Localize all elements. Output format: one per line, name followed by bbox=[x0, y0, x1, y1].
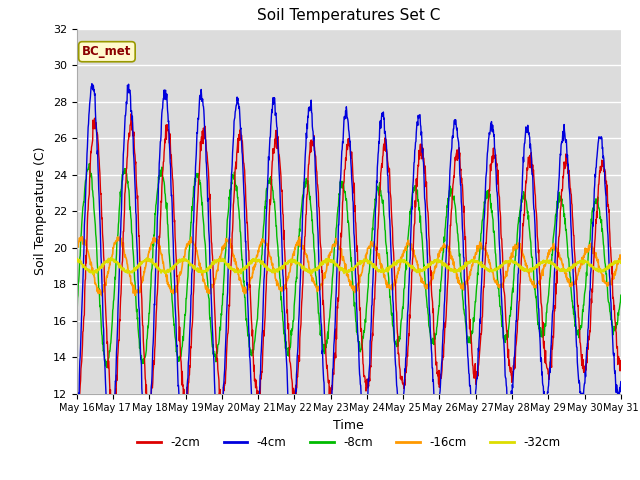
Legend: -2cm, -4cm, -8cm, -16cm, -32cm: -2cm, -4cm, -8cm, -16cm, -32cm bbox=[132, 431, 565, 454]
Text: BC_met: BC_met bbox=[82, 45, 132, 58]
X-axis label: Time: Time bbox=[333, 419, 364, 432]
Y-axis label: Soil Temperature (C): Soil Temperature (C) bbox=[35, 147, 47, 276]
Title: Soil Temperatures Set C: Soil Temperatures Set C bbox=[257, 9, 440, 24]
